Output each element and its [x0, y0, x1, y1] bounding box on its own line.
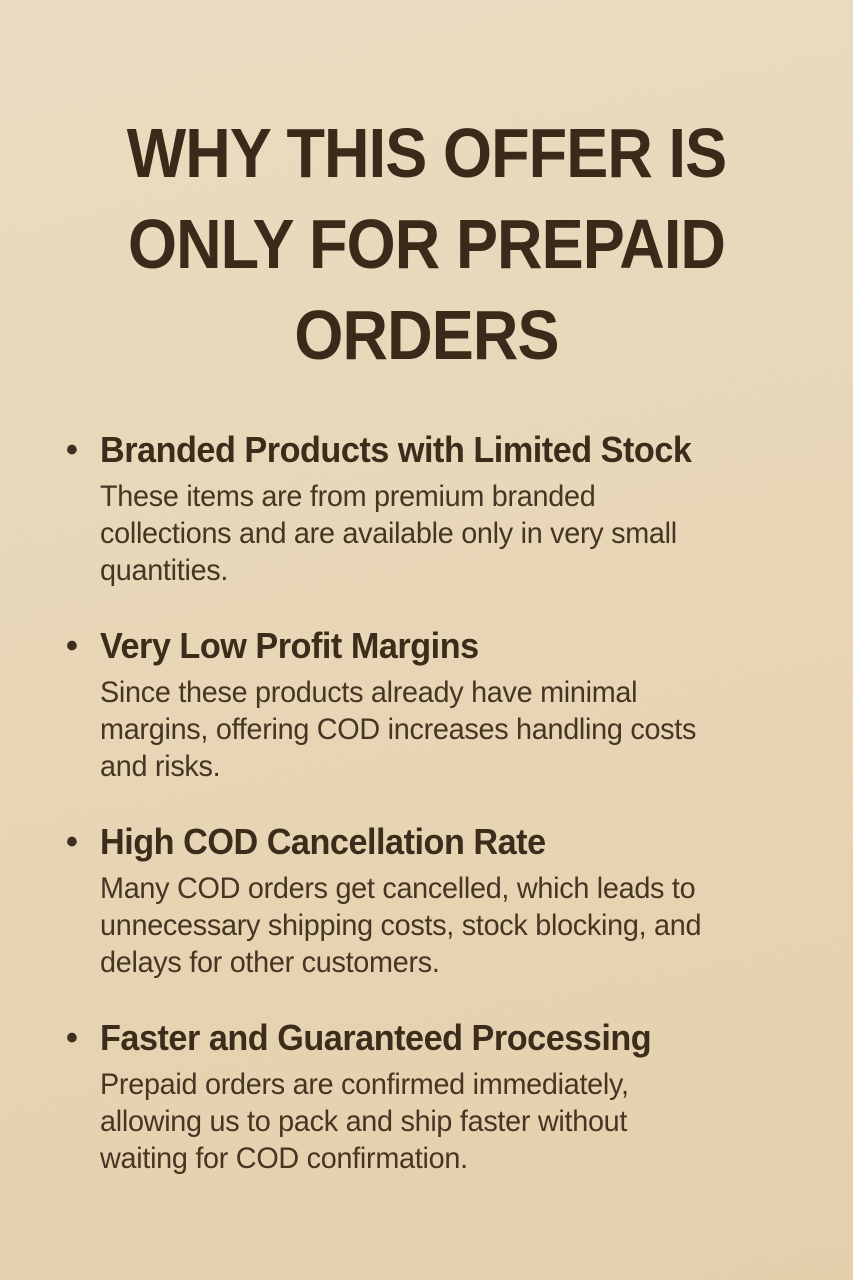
bullet-item-cod-cancellation: • High COD Cancellation Rate Many COD or…	[66, 819, 809, 981]
bullet-text: Faster and Guaranteed Processing Prepaid…	[100, 1015, 809, 1177]
bullet-body: These items are from premium branded col…	[100, 480, 677, 587]
bullet-list: • Branded Products with Limited Stock Th…	[0, 427, 853, 1177]
bullet-heading: Branded Products with Limited Stock	[100, 429, 692, 470]
bullet-text: Branded Products with Limited Stock Thes…	[100, 427, 809, 589]
bullet-icon: •	[66, 823, 78, 861]
bullet-body: Prepaid orders are confirmed immediately…	[100, 1068, 629, 1175]
bullet-item-faster-processing: • Faster and Guaranteed Processing Prepa…	[66, 1015, 809, 1177]
bullet-heading: Faster and Guaranteed Processing	[100, 1017, 652, 1058]
bullet-body: Many COD orders get cancelled, which lea…	[100, 872, 702, 979]
bullet-icon: •	[66, 1019, 78, 1057]
bullet-text: High COD Cancellation Rate Many COD orde…	[100, 819, 809, 981]
poster-title: WHY THIS OFFER IS ONLY FOR PREPAID ORDER…	[126, 114, 727, 374]
bullet-item-low-margins: • Very Low Profit Margins Since these pr…	[66, 623, 809, 785]
bullet-text: Very Low Profit Margins Since these prod…	[100, 623, 809, 785]
bullet-icon: •	[66, 431, 78, 469]
bullet-heading: High COD Cancellation Rate	[100, 821, 546, 862]
bullet-body: Since these products already have minima…	[100, 676, 697, 783]
bullet-item-branded-products: • Branded Products with Limited Stock Th…	[66, 427, 809, 589]
bullet-heading: Very Low Profit Margins	[100, 625, 479, 666]
bullet-icon: •	[66, 627, 78, 665]
